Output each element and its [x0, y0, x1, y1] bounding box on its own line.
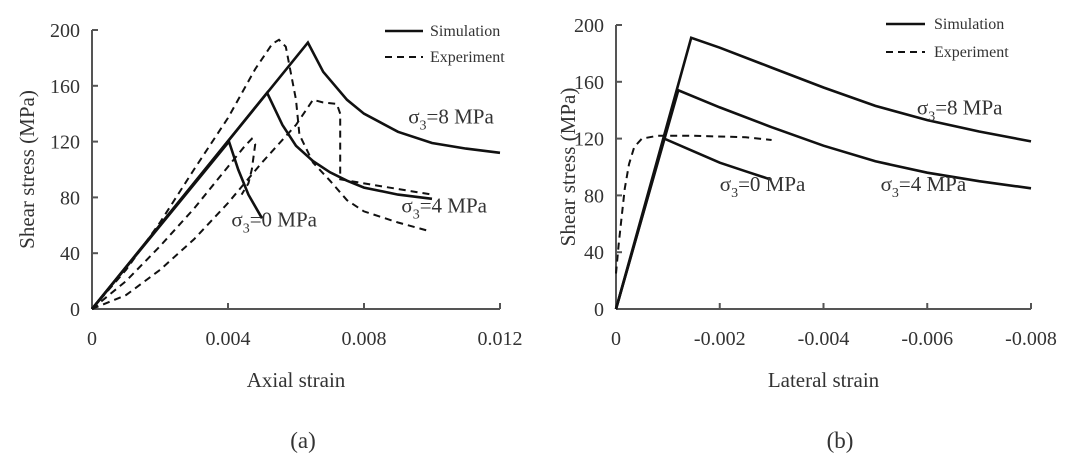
x-tick-label: 0.004: [206, 328, 251, 350]
series-experiment-3-0-mpa: [615, 134, 772, 274]
curve-annotation: σ3=0 MPa: [231, 208, 317, 237]
x-tick-label: -0.002: [694, 328, 746, 350]
y-tick-label: 160: [574, 72, 604, 94]
legend-label: Experiment: [430, 49, 505, 66]
panel-caption: (b): [827, 428, 854, 453]
curve-annotation: σ3=0 MPa: [720, 172, 806, 201]
x-tick-label: 0.012: [478, 328, 523, 350]
series-simulation-3-4-mpa: [614, 88, 1032, 310]
x-axis-title: Lateral strain: [768, 368, 880, 392]
x-tick-label: 0: [611, 328, 621, 350]
y-tick-label: 0: [70, 299, 80, 321]
series-experiment-3-8-mpa: [91, 38, 429, 310]
series-simulation-3-8-mpa: [614, 36, 1032, 310]
y-tick-label: 120: [574, 129, 604, 151]
x-tick-label: -0.008: [1005, 328, 1057, 350]
panel-caption: (a): [290, 428, 316, 453]
y-tick-label: 80: [584, 185, 604, 207]
y-tick-label: 120: [50, 132, 80, 154]
x-tick-label: -0.006: [901, 328, 953, 350]
curve-annotation: σ3=8 MPa: [917, 95, 1003, 124]
series-simulation-3-4-mpa: [90, 90, 433, 310]
y-tick-label: 80: [60, 187, 80, 209]
y-tick-label: 40: [60, 243, 80, 265]
legend-label: Simulation: [430, 23, 500, 40]
series-experiment-3-0-mpa: [91, 137, 257, 310]
curve-annotation: σ3=4 MPa: [401, 194, 487, 223]
curve-annotation: σ3=4 MPa: [881, 172, 967, 201]
curve-annotation: σ3=8 MPa: [408, 104, 494, 133]
y-tick-label: 40: [584, 242, 604, 264]
y-tick-label: 160: [50, 76, 80, 98]
y-tick-label: 200: [574, 15, 604, 37]
y-tick-label: 0: [594, 299, 604, 321]
chart-b: 0 40 80 120 160 200 0 -0.002 -0.004 -0.006 -0.008 L…: [556, 15, 1057, 453]
series-simulation-3-8-mpa: [90, 40, 501, 310]
legend-label: Simulation: [934, 16, 1004, 33]
y-axis-title: Shear stress (MPa): [15, 90, 39, 249]
legend-label: Experiment: [934, 44, 1009, 61]
chart-a: 0 40 80 120 160 200 0 0.004 0.008 0.012 Axial stra…: [15, 20, 523, 453]
x-axis-title: Axial strain: [247, 368, 346, 392]
y-axis-title: Shear stress (MPa): [556, 88, 580, 247]
y-tick-label: 200: [50, 20, 80, 42]
x-tick-label: 0: [87, 328, 97, 350]
x-tick-label: 0.008: [342, 328, 387, 350]
series-experiment-3-4-mpa: [91, 98, 433, 310]
x-tick-label: -0.004: [798, 328, 850, 350]
